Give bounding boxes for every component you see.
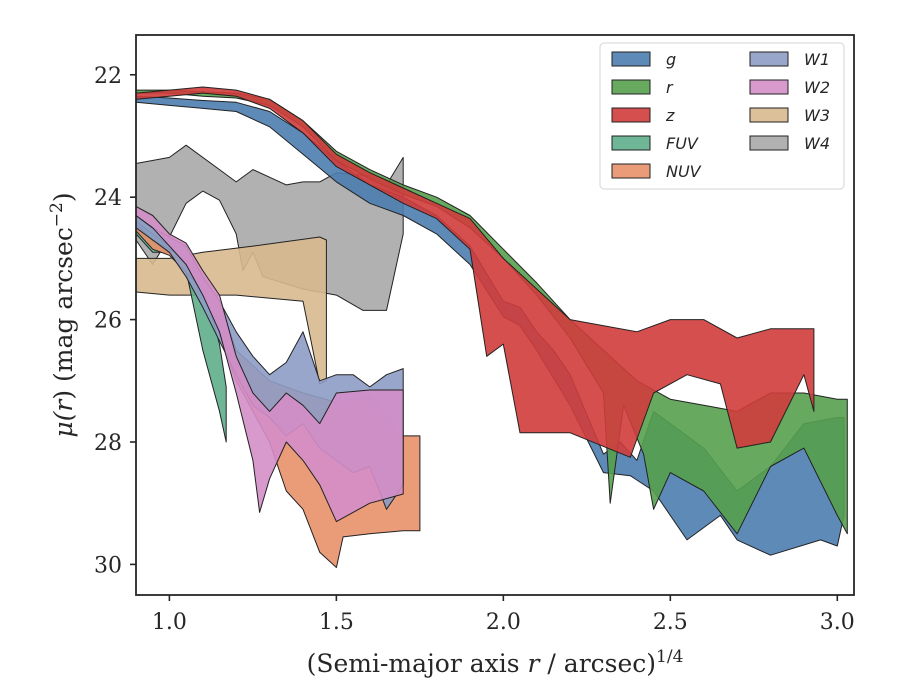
x-tick-label: 2.0 (486, 610, 521, 635)
legend-swatch-g (611, 51, 651, 67)
y-tick-label: 28 (94, 431, 122, 456)
legend-swatch-w2 (749, 79, 789, 95)
legend-label-w1: W1 (804, 50, 830, 69)
series-layer (136, 86, 848, 568)
legend-label-g: g (666, 50, 676, 69)
legend-swatch-z (611, 107, 651, 123)
legend-label-w3: W3 (804, 106, 830, 125)
x-tick-label: 3.0 (820, 610, 855, 635)
band-w2 (136, 205, 404, 523)
band-w4 (136, 144, 404, 311)
x-tick-label: 2.5 (653, 610, 688, 635)
y-tick-label: 22 (94, 64, 122, 89)
y-tick-label: 24 (94, 186, 122, 211)
legend-swatch-w4 (749, 135, 789, 151)
legend-label-nuv: NUV (666, 162, 702, 181)
band-z (136, 86, 815, 458)
legend-label-w4: W4 (804, 134, 830, 153)
legend-label-r: r (666, 78, 674, 97)
legend-swatch-w3 (749, 107, 789, 123)
x-tick-label: 1.5 (319, 610, 354, 635)
legend-swatch-w1 (749, 51, 789, 67)
x-axis-label: (Semi-major axis r / arcsec)1/4 (307, 647, 684, 678)
legend-label-z: z (665, 106, 675, 125)
legend-swatch-fuv (611, 135, 651, 151)
y-axis-label: μ(r) (mag arcsec−2) (47, 192, 78, 437)
x-tick-label: 1.0 (152, 610, 187, 635)
axes-layer: 1.0 1.5 2.0 2.5 3.0 22 24 26 28 30 (94, 64, 855, 635)
legend-label-fuv: FUV (666, 134, 699, 153)
legend-swatch-nuv (611, 163, 651, 179)
y-tick-label: 30 (94, 553, 122, 578)
plot-frame (135, 34, 855, 596)
legend-swatch-r (611, 79, 651, 95)
legend: grz FUV NUV W1 W2 W3 W4 (599, 42, 845, 190)
y-tick-label: 26 (94, 309, 122, 334)
legend-label-w2: W2 (804, 78, 830, 97)
